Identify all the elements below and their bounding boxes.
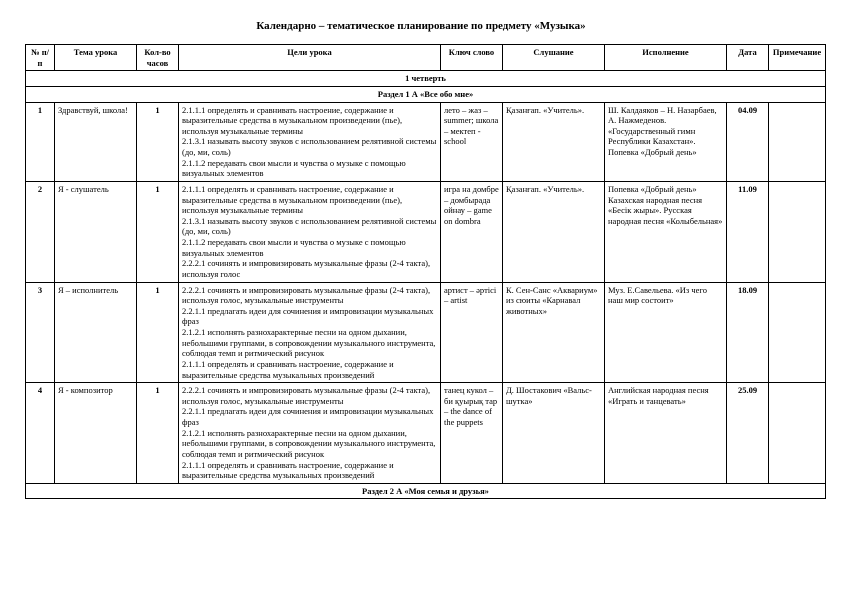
cell-goals: 2.2.2.1 сочинять и импровизировать музык… [179,383,441,484]
cell-listen: Қазанғап. «Учитель». [503,181,605,282]
cell-topic: Я - композитор [55,383,137,484]
cell-goals: 2.1.1.1 определять и сравнивать настроен… [179,102,441,181]
cell-goals: 2.2.2.1 сочинять и импровизировать музык… [179,282,441,383]
section2-row: Раздел 2 А «Моя семья и друзья» [26,483,826,499]
section1-row: Раздел 1 А «Все обо мне» [26,86,826,102]
header-num: № п/п [26,45,55,71]
header-topic: Тема урока [55,45,137,71]
quarter-row-cell: 1 четверть [26,71,826,87]
cell-note [769,102,826,181]
cell-goals: 2.1.1.1 определять и сравнивать настроен… [179,181,441,282]
cell-note [769,383,826,484]
cell-listen: Д. Шостакович «Вальс-шутка» [503,383,605,484]
cell-perform: Муз. Е.Савельева. «Из чего наш мир состо… [605,282,727,383]
cell-num: 4 [26,383,55,484]
header-row: № п/п Тема урока Кол-во часов Цели урока… [26,45,826,71]
cell-note [769,282,826,383]
section2-row-cell: Раздел 2 А «Моя семья и друзья» [26,483,826,499]
cell-date: 04.09 [727,102,769,181]
cell-note [769,181,826,282]
section1-row-cell: Раздел 1 А «Все обо мне» [26,86,826,102]
table-row: 4Я - композитор12.2.2.1 сочинять и импро… [26,383,826,484]
cell-hours: 1 [137,102,179,181]
cell-hours: 1 [137,282,179,383]
cell-topic: Здравствуй, школа! [55,102,137,181]
header-hours: Кол-во часов [137,45,179,71]
cell-hours: 1 [137,181,179,282]
cell-date: 18.09 [727,282,769,383]
cell-topic: Я - слушатель [55,181,137,282]
header-date: Дата [727,45,769,71]
header-perform: Исполнение [605,45,727,71]
cell-perform: Попевка «Добрый день» Казахская народная… [605,181,727,282]
cell-num: 2 [26,181,55,282]
cell-num: 3 [26,282,55,383]
header-goals: Цели урока [179,45,441,71]
cell-perform: Английская народная песня «Играть и танц… [605,383,727,484]
quarter-row: 1 четверть [26,71,826,87]
cell-listen: К. Сен-Санс «Аквариум» из сюиты «Карнава… [503,282,605,383]
cell-hours: 1 [137,383,179,484]
cell-num: 1 [26,102,55,181]
table-row: 3Я – исполнитель12.2.2.1 сочинять и импр… [26,282,826,383]
cell-date: 25.09 [727,383,769,484]
cell-key: танец кукол –би қуырық тар – the dance o… [441,383,503,484]
cell-key: артист – әртісі – artist [441,282,503,383]
table-row: 2Я - слушатель12.1.1.1 определять и срав… [26,181,826,282]
header-note: Примечание [769,45,826,71]
cell-listen: Қазанғап. «Учитель». [503,102,605,181]
cell-topic: Я – исполнитель [55,282,137,383]
cell-key: игра на домбре – домбырада ойнау – game … [441,181,503,282]
cell-perform: Ш. Калдаяков – Н. Назарбаев, А. Нажмеден… [605,102,727,181]
plan-table: № п/п Тема урока Кол-во часов Цели урока… [25,44,826,499]
header-key: Ключ слово [441,45,503,71]
cell-date: 11.09 [727,181,769,282]
table-row: 1Здравствуй, школа!12.1.1.1 определять и… [26,102,826,181]
cell-key: лето – жаз – summer; школа – мектеп - sc… [441,102,503,181]
header-listen: Слушание [503,45,605,71]
page-title: Календарно – тематическое планирование п… [25,20,817,32]
